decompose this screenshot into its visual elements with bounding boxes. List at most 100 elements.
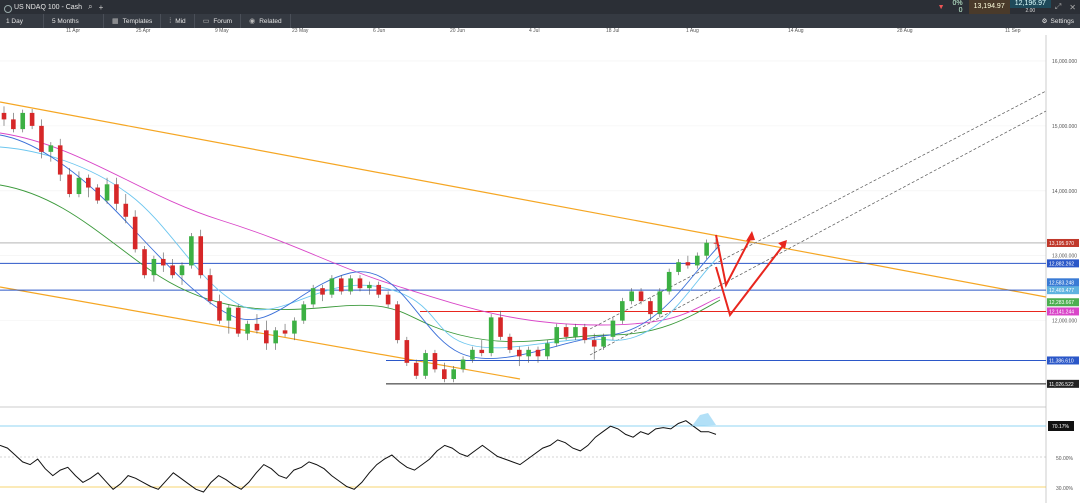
candle-body bbox=[357, 278, 363, 289]
date-tick: 23 May bbox=[292, 28, 309, 34]
candle-body bbox=[395, 304, 400, 341]
rsi-overbought-fill bbox=[692, 413, 716, 426]
price-badge bbox=[1047, 286, 1079, 295]
price-badge bbox=[1047, 356, 1079, 365]
ask-block: 12,196.97 2.00 bbox=[1009, 0, 1051, 14]
forum-label: Forum bbox=[213, 17, 233, 25]
rsi-value-badge bbox=[1048, 421, 1074, 431]
price-tick: 16,000.000 bbox=[1052, 59, 1077, 65]
candle-body bbox=[320, 288, 325, 295]
close-icon[interactable]: ✕ bbox=[1069, 2, 1076, 12]
candle-body bbox=[29, 112, 35, 126]
range-select[interactable]: 5 Months bbox=[44, 14, 104, 28]
candle-body bbox=[264, 330, 269, 344]
candle-body bbox=[460, 359, 466, 370]
projection-arrows bbox=[715, 231, 787, 318]
candle-body bbox=[629, 291, 634, 302]
price-badge bbox=[1047, 298, 1079, 307]
expand-icon[interactable]: ⤢ bbox=[1054, 2, 1062, 11]
candle-body bbox=[704, 242, 709, 256]
candle-body bbox=[648, 301, 653, 315]
candle-body bbox=[292, 320, 297, 334]
candle-body bbox=[713, 242, 719, 244]
interval-label: 1 Day bbox=[6, 17, 23, 25]
candle-body bbox=[563, 327, 569, 337]
candle-body bbox=[39, 125, 44, 152]
price-badge bbox=[1047, 379, 1079, 388]
candle-body bbox=[666, 271, 672, 292]
price-badge-label: 13,195.970 bbox=[1049, 241, 1074, 247]
date-tick: 1 Aug bbox=[686, 28, 699, 34]
date-axis: 11 Apr 25 Apr 9 May 23 May 6 Jun 20 Jun … bbox=[0, 28, 1046, 35]
interval-select[interactable]: 1 Day bbox=[0, 14, 44, 28]
candle-body bbox=[535, 349, 541, 357]
candle-body bbox=[235, 307, 241, 334]
range-label: 5 Months bbox=[52, 17, 79, 25]
candle-body bbox=[404, 340, 410, 363]
chart-type-icon: ⁞ bbox=[169, 17, 172, 25]
candle-body bbox=[385, 294, 391, 305]
channel-upper-line bbox=[0, 101, 1047, 298]
date-tick: 25 Apr bbox=[136, 28, 151, 34]
eye-icon: ◉ bbox=[249, 18, 256, 25]
candle-body bbox=[160, 258, 166, 266]
ask-price[interactable]: 12,196.97 bbox=[1009, 0, 1051, 8]
instrument-title[interactable]: US NDAQ 100 - Cash bbox=[0, 4, 82, 13]
candle-body bbox=[67, 174, 72, 195]
chart-toolbar: 1 Day 5 Months ▦ Templates ⁞ Mid ▭ Forum… bbox=[0, 14, 1080, 28]
candle-body bbox=[479, 349, 485, 354]
spread-value: 2.00 bbox=[1009, 8, 1051, 14]
candle-body bbox=[573, 327, 578, 337]
channel-lower-line bbox=[0, 286, 521, 380]
date-tick: 14 Aug bbox=[788, 28, 804, 34]
price-type-label: Mid bbox=[175, 17, 186, 25]
candle-body bbox=[1, 112, 7, 120]
trend-channel bbox=[0, 90, 1047, 380]
candle-body bbox=[11, 119, 16, 130]
price-type-button[interactable]: ⁞ Mid bbox=[161, 14, 195, 28]
ma-long-line bbox=[0, 132, 721, 326]
candle-body bbox=[198, 236, 204, 276]
candle-body bbox=[591, 340, 597, 347]
price-badge bbox=[1047, 278, 1079, 287]
rsi-panel: 50.00% 30.00% 70.17% bbox=[0, 406, 1074, 493]
candle-body bbox=[329, 278, 335, 295]
bid-price[interactable]: 13,194.97 bbox=[968, 0, 1010, 14]
forum-button[interactable]: ▭ Forum bbox=[195, 14, 242, 28]
templates-button[interactable]: ▦ Templates bbox=[104, 14, 162, 28]
candle-body bbox=[432, 353, 438, 370]
arrow-head-2 bbox=[778, 240, 787, 249]
date-tick: 28 Aug bbox=[897, 28, 913, 34]
date-tick: 6 Jun bbox=[373, 28, 386, 34]
price-badge bbox=[1047, 307, 1079, 316]
price-tick: 12,000.000 bbox=[1052, 319, 1077, 325]
templates-label: Templates bbox=[122, 17, 153, 25]
date-tick: 11 Apr bbox=[66, 28, 81, 34]
candle-body bbox=[282, 330, 288, 334]
candle-body bbox=[470, 349, 475, 360]
candle-body bbox=[189, 236, 194, 266]
date-tick: 20 Jun bbox=[450, 28, 466, 34]
chat-icon: ▭ bbox=[202, 18, 210, 25]
arrow-path-2 bbox=[715, 242, 786, 318]
rsi-line bbox=[0, 420, 717, 493]
candle-body bbox=[170, 265, 175, 276]
title-bar: US NDAQ 100 - Cash ⌕ + ▼ 0% 0 13,194.97 … bbox=[0, 0, 1080, 14]
candle-body bbox=[376, 284, 382, 295]
settings-button[interactable]: ⚙ Settings bbox=[1042, 14, 1074, 28]
arrow-head-1 bbox=[746, 231, 755, 241]
add-tab-button[interactable]: + bbox=[98, 2, 104, 12]
dashed-trendline-upper bbox=[589, 90, 1047, 330]
search-icon[interactable]: ⌕ bbox=[88, 2, 93, 11]
change-block: 0% 0 bbox=[947, 0, 963, 14]
rsi-30-label: 30.00% bbox=[1056, 486, 1074, 492]
settings-label: Settings bbox=[1050, 17, 1075, 25]
change-percent: 0% bbox=[952, 0, 963, 7]
candle-body bbox=[582, 327, 588, 341]
rsi-50-label: 50.00% bbox=[1056, 456, 1074, 462]
price-chart[interactable]: 16,000.000 15,000.000 14,000.000 13,000.000… bbox=[0, 35, 1080, 503]
ma-fast-line bbox=[0, 134, 721, 360]
candle-body bbox=[338, 278, 344, 292]
related-button[interactable]: ◉ Related bbox=[241, 14, 291, 28]
candle-body bbox=[301, 304, 307, 321]
